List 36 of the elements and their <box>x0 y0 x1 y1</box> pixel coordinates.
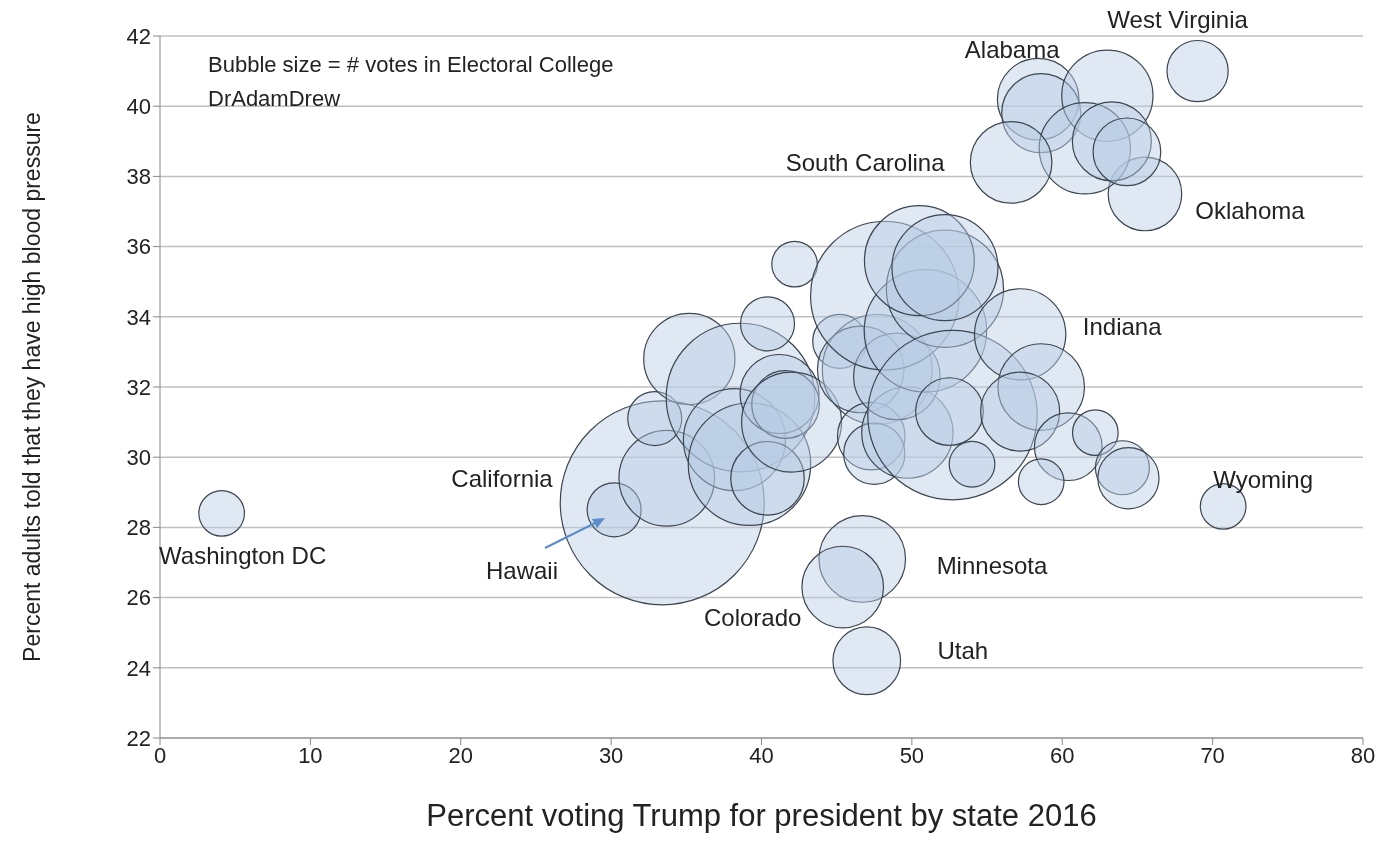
y-tick-label: 28 <box>126 515 151 541</box>
y-tick-label: 36 <box>126 234 151 260</box>
x-tick-label: 0 <box>153 742 167 768</box>
y-tick-label: 40 <box>126 94 151 120</box>
annotation: Wyoming <box>1213 465 1314 493</box>
annotation: Alabama <box>964 35 1061 63</box>
x-tick-label: 80 <box>1350 742 1376 768</box>
y-axis-title: Percent adults told that they have high blood pressure <box>19 112 46 662</box>
annotation: Indiana <box>1082 312 1163 340</box>
annotation: Utah <box>937 637 989 665</box>
y-tick-label: 34 <box>126 304 151 330</box>
y-tick-label: 22 <box>126 725 151 751</box>
annotation: Hawaii <box>485 556 559 584</box>
y-tick-label: 32 <box>126 374 151 400</box>
annotation: South Carolina <box>785 148 946 176</box>
x-axis-title: Percent voting Trump for president by state 2016 <box>426 798 1097 833</box>
x-tick-label: 70 <box>1200 742 1225 768</box>
x-tick-label: 10 <box>298 742 323 768</box>
annotation: Washington DC <box>159 541 327 569</box>
y-tick-label: 26 <box>126 585 151 611</box>
annotation: Minnesota <box>936 551 1049 579</box>
x-tick-label: 50 <box>899 742 925 768</box>
x-tick-label: 60 <box>1050 742 1075 768</box>
x-tick-label: 30 <box>598 742 624 768</box>
annotation: California <box>451 464 554 492</box>
annotation: DrAdamDrew <box>208 85 341 111</box>
x-tick-label: 40 <box>749 742 774 768</box>
y-tick-label: 38 <box>126 164 151 190</box>
x-tick-label: 20 <box>448 742 473 768</box>
y-tick-label: 24 <box>126 655 151 681</box>
annotation: Bubble size = # votes in Electoral College <box>208 51 614 77</box>
y-tick-label: 42 <box>126 23 151 49</box>
annotation: West Virginia <box>1107 5 1249 33</box>
annotation: Colorado <box>704 603 802 631</box>
annotation: Oklahoma <box>1195 197 1306 225</box>
y-tick-label: 30 <box>126 445 151 471</box>
